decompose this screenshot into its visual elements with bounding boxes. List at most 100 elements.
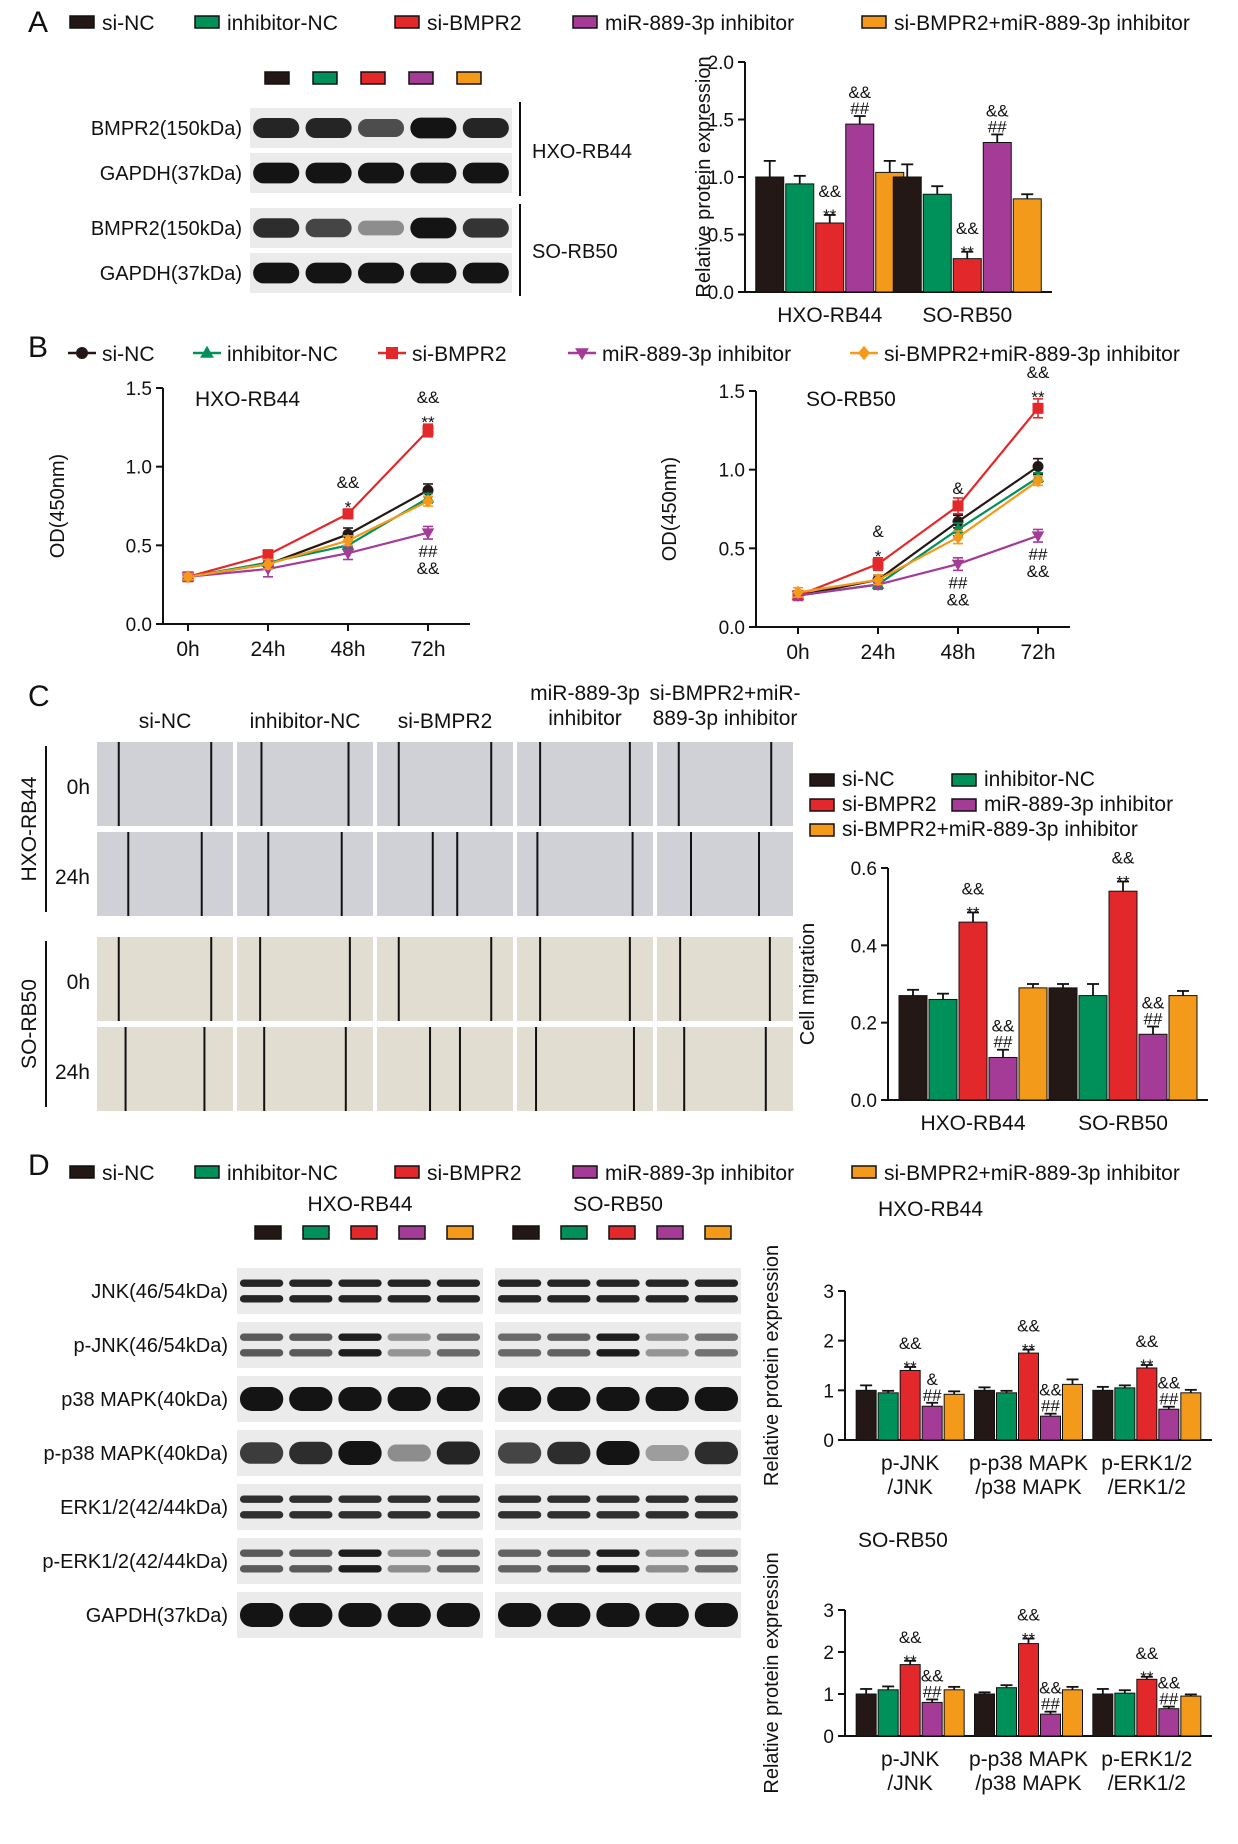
bar bbox=[1180, 1392, 1202, 1441]
data-point bbox=[262, 557, 274, 571]
significance-label: ## bbox=[1159, 1690, 1178, 1709]
blot-d-row-0-0-band bbox=[239, 1295, 284, 1303]
wound-image bbox=[657, 937, 793, 1021]
data-point bbox=[872, 558, 884, 570]
y-tick-label: 3 bbox=[823, 1601, 834, 1622]
bar bbox=[996, 1687, 1017, 1737]
blot-d-row-6-1-band bbox=[596, 1603, 640, 1627]
blot-d-row-0-0-band bbox=[436, 1295, 481, 1303]
bar bbox=[1092, 1389, 1114, 1441]
blot-d-row-2-0-band bbox=[289, 1387, 333, 1411]
blot-d-row-1-0-band bbox=[387, 1333, 431, 1341]
blot-a-row-1-band bbox=[410, 162, 457, 184]
blot-a-row-0-band bbox=[253, 118, 300, 138]
y-tick-label: 1.5 bbox=[719, 382, 745, 403]
data-point bbox=[341, 548, 355, 560]
significance-label: ** bbox=[904, 1652, 918, 1671]
wound-time-label: 0h bbox=[67, 776, 90, 799]
blot-d-row-0-1-band bbox=[694, 1295, 739, 1303]
wound-image bbox=[377, 742, 513, 826]
blot-d-row-1-1-band bbox=[497, 1333, 542, 1341]
blot-d-row-3-0-band bbox=[239, 1442, 284, 1464]
data-point bbox=[422, 424, 434, 436]
significance-label: ## bbox=[1029, 545, 1048, 564]
y-tick-label: 0.5 bbox=[708, 226, 734, 247]
y-tick-label: 2 bbox=[823, 1643, 834, 1664]
significance-label: & bbox=[952, 479, 964, 498]
blot-d-row-3-0-band bbox=[338, 1441, 382, 1465]
legend-c-label: inhibitor-NC bbox=[984, 768, 1095, 791]
y-tick-label: 0.5 bbox=[719, 539, 745, 560]
series-line bbox=[187, 500, 429, 578]
blot-d-row-6-1-band bbox=[497, 1603, 542, 1627]
significance-label: && bbox=[899, 1628, 922, 1647]
blot-d-row-1-0-band bbox=[289, 1349, 333, 1357]
blot-d-row-5-0-band bbox=[436, 1549, 481, 1557]
data-point bbox=[951, 559, 965, 571]
legend-label: si-BMPR2+miR-889-3p inhibitor bbox=[884, 1162, 1180, 1185]
y-tick-label: 0 bbox=[823, 1431, 834, 1452]
series-line bbox=[797, 476, 1039, 597]
significance-label: && bbox=[1017, 1606, 1040, 1625]
bar bbox=[899, 1369, 921, 1441]
y-tick-label: 3 bbox=[823, 1282, 834, 1303]
data-point bbox=[421, 528, 435, 540]
y-tick-label: 1 bbox=[823, 1685, 834, 1706]
blot-d-row-0-0-band bbox=[387, 1279, 431, 1287]
wound-time-label: 24h bbox=[55, 1061, 90, 1084]
blot-d-row-4-1-band bbox=[694, 1511, 739, 1519]
significance-label: && bbox=[962, 879, 985, 898]
y-tick-label: 1.5 bbox=[126, 379, 152, 400]
blot-d-row-0-0-band bbox=[338, 1279, 382, 1287]
wound-image bbox=[237, 1027, 373, 1111]
blot-d-row-2-0-band bbox=[387, 1387, 431, 1411]
wound-image bbox=[517, 742, 653, 826]
blot-d-row-0-1-band bbox=[497, 1279, 542, 1287]
blot-d-row-1-0-bg bbox=[237, 1322, 483, 1368]
lane-chip-d-0-3 bbox=[398, 1225, 426, 1240]
bar bbox=[845, 123, 875, 293]
blot-d-row-2-0-band bbox=[338, 1387, 382, 1411]
y-axis-label: Relative protein expression bbox=[761, 1552, 783, 1793]
panel-label-c: C bbox=[28, 680, 50, 713]
bar bbox=[1136, 1678, 1158, 1737]
blot-d-row-2-1-band bbox=[497, 1387, 542, 1411]
bar bbox=[1040, 1713, 1061, 1737]
data-point bbox=[952, 516, 964, 528]
legend-swatch-2 bbox=[394, 1165, 420, 1179]
blot-d-row-6-0-band bbox=[239, 1603, 284, 1627]
data-point bbox=[1031, 531, 1045, 543]
wound-image bbox=[517, 832, 653, 916]
significance-label: ** bbox=[966, 903, 980, 922]
blot-d-row-4-0-band bbox=[436, 1511, 481, 1519]
bar bbox=[1158, 1708, 1180, 1737]
significance-label: ## bbox=[1041, 1695, 1060, 1714]
lane-chip-d-0-2 bbox=[350, 1225, 378, 1240]
bar bbox=[1062, 1689, 1083, 1737]
blot-d-row-1-1-band bbox=[645, 1333, 689, 1341]
legend-label: si-NC bbox=[102, 1162, 155, 1185]
blot-d-row-5-1-band bbox=[645, 1549, 689, 1557]
significance-label: && bbox=[992, 1017, 1015, 1036]
bar bbox=[1158, 1408, 1180, 1441]
y-tick-label: 0.2 bbox=[851, 1014, 877, 1035]
blot-a-row-0-band bbox=[410, 117, 457, 139]
y-tick-label: 0.6 bbox=[851, 859, 877, 880]
wound-col-label-3: miR-889-3p inhibitor bbox=[530, 682, 640, 730]
blot-d-row-3-1-band bbox=[645, 1444, 689, 1462]
y-tick-label: 1.0 bbox=[719, 461, 745, 482]
wound-col-label-2: si-BMPR2 bbox=[398, 710, 493, 733]
panel-label-a: A bbox=[28, 6, 48, 39]
significance-label: ** bbox=[1022, 1630, 1036, 1649]
wound-image bbox=[517, 937, 653, 1021]
blot-a-cell-line-0: HXO-RB44 bbox=[532, 141, 632, 163]
legend-label: miR-889-3p inhibitor bbox=[602, 343, 791, 366]
blot-a-row-0-band bbox=[462, 118, 509, 138]
wound-image bbox=[377, 937, 513, 1021]
bar bbox=[943, 1689, 965, 1737]
blot-d-row-5-0-band bbox=[338, 1565, 382, 1573]
y-tick-label: 1.5 bbox=[708, 111, 734, 132]
legend-label: inhibitor-NC bbox=[227, 1162, 338, 1185]
wound-image bbox=[97, 1027, 233, 1111]
x-tick-label: p-JNK/JNK bbox=[881, 1748, 939, 1795]
